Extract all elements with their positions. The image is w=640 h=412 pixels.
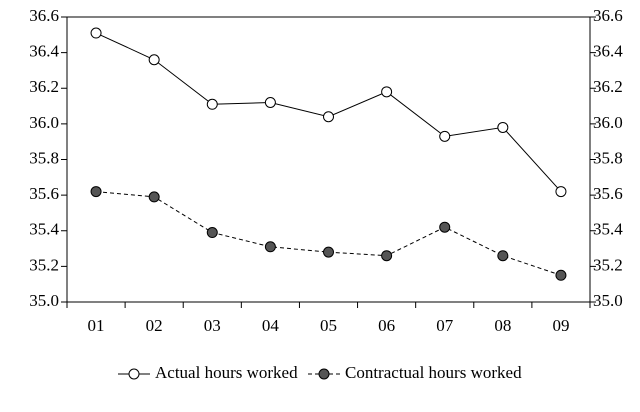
point [264, 97, 276, 108]
y-tick-label: 35.2 [29, 255, 59, 274]
y2-tick-label: 35.8 [593, 148, 623, 167]
point [555, 269, 567, 281]
y-tick-label: 36.6 [29, 6, 59, 25]
x-tick-label: 06 [378, 316, 395, 335]
point [555, 186, 567, 198]
y-tick-label: 35.0 [29, 291, 59, 310]
x-tick-label: 07 [436, 316, 454, 335]
point [323, 111, 334, 123]
y-tick-label: 35.4 [29, 220, 59, 239]
y2-tick-label: 35.2 [593, 255, 623, 274]
y2-tick-label: 35.6 [593, 184, 623, 203]
x-tick-label: 09 [552, 316, 569, 335]
y2-tick-label: 35.0 [593, 291, 623, 310]
point [381, 86, 393, 98]
y-tick-label: 36.2 [29, 77, 59, 96]
point [206, 98, 218, 110]
x-tick-label: 02 [146, 316, 163, 335]
point [497, 250, 509, 262]
point [439, 130, 451, 142]
x-tick-label: 04 [262, 316, 280, 335]
legend-label: Actual hours worked [155, 363, 298, 382]
y-tick-label: 35.6 [29, 184, 59, 203]
point [206, 227, 218, 239]
point [497, 121, 509, 133]
y-tick-label: 36.4 [29, 42, 59, 61]
point [439, 221, 451, 233]
plot-frame [66, 16, 591, 303]
legend-marker [128, 368, 140, 380]
x-tick-label: 03 [204, 316, 221, 335]
point [90, 27, 102, 39]
x-tick-label: 05 [320, 316, 337, 335]
x-tick-label: 08 [494, 316, 511, 335]
y2-tick-label: 36.6 [593, 6, 623, 25]
y-tick-label: 36.0 [29, 113, 59, 132]
point [381, 250, 393, 262]
point [148, 191, 160, 203]
x-tick-label: 01 [88, 316, 105, 335]
y-tick-label: 35.8 [29, 148, 59, 167]
point [90, 186, 102, 198]
legend-marker [318, 368, 330, 380]
y2-tick-label: 36.0 [593, 113, 623, 132]
y2-tick-label: 36.2 [593, 77, 623, 96]
y2-tick-label: 35.4 [593, 220, 623, 239]
legend-label: Contractual hours worked [345, 363, 522, 382]
series-line [96, 191, 562, 276]
y2-tick-label: 36.4 [593, 42, 623, 61]
point [323, 246, 334, 258]
point [264, 241, 276, 253]
point [148, 54, 160, 66]
